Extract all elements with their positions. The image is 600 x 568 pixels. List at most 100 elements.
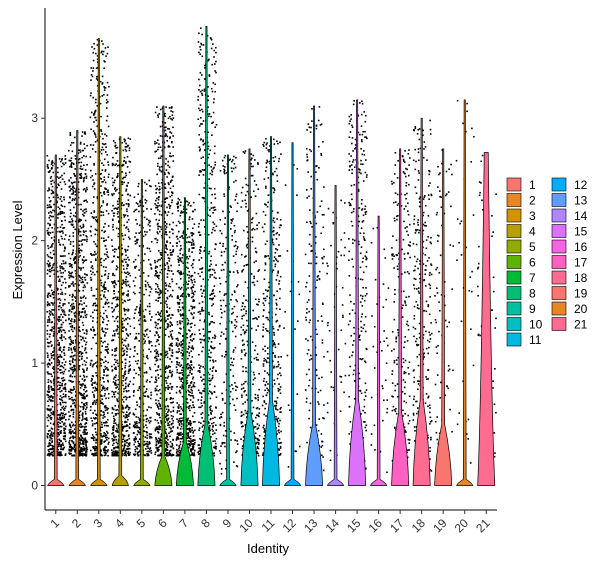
- data-point: [124, 339, 127, 342]
- data-point: [94, 101, 97, 104]
- data-point: [112, 334, 114, 337]
- data-point: [92, 311, 94, 314]
- data-point: [49, 444, 52, 447]
- data-point: [180, 343, 183, 346]
- data-point: [191, 453, 193, 456]
- data-point: [144, 202, 147, 204]
- data-point: [52, 397, 54, 399]
- data-point: [52, 302, 54, 304]
- data-point: [171, 453, 173, 456]
- data-point: [171, 278, 173, 280]
- data-point: [148, 310, 151, 313]
- data-point: [122, 301, 124, 304]
- data-point: [100, 211, 103, 213]
- data-point: [105, 420, 107, 423]
- data-point: [82, 225, 85, 227]
- data-point: [186, 274, 189, 276]
- data-point: [85, 199, 87, 202]
- data-point: [155, 441, 158, 443]
- data-point: [128, 285, 131, 288]
- data-point: [113, 308, 116, 311]
- data-point: [51, 257, 53, 259]
- data-point: [176, 270, 179, 273]
- data-point: [81, 303, 83, 306]
- data-point: [121, 449, 124, 452]
- data-point: [49, 363, 51, 366]
- data-point: [82, 286, 85, 289]
- data-point: [186, 428, 188, 430]
- data-point: [58, 388, 61, 390]
- data-point: [85, 395, 88, 397]
- data-point: [142, 205, 145, 207]
- data-point: [106, 251, 108, 253]
- data-point: [81, 135, 83, 137]
- data-point: [69, 165, 71, 168]
- data-point: [64, 219, 66, 222]
- data-point: [73, 206, 75, 209]
- data-point: [116, 188, 118, 191]
- data-point: [168, 257, 171, 260]
- data-point: [73, 388, 75, 390]
- data-point: [193, 244, 195, 246]
- data-point: [107, 272, 110, 275]
- data-point: [113, 447, 116, 450]
- data-point: [124, 420, 126, 423]
- data-point: [124, 362, 127, 365]
- data-point: [179, 259, 182, 261]
- data-point: [49, 232, 52, 234]
- data-point: [86, 431, 88, 434]
- data-point: [144, 319, 146, 321]
- data-point: [47, 433, 49, 435]
- data-point: [84, 364, 87, 366]
- data-point: [74, 436, 76, 438]
- data-point: [185, 200, 187, 202]
- data-point: [138, 210, 140, 213]
- data-point: [94, 251, 96, 253]
- data-point: [69, 285, 71, 287]
- data-point: [83, 238, 85, 241]
- data-point: [83, 188, 86, 190]
- data-point: [63, 413, 66, 416]
- data-point: [168, 231, 171, 233]
- data-point: [155, 411, 158, 414]
- data-point: [53, 368, 55, 370]
- data-point: [60, 453, 62, 455]
- data-point: [61, 414, 64, 417]
- data-point: [59, 425, 62, 428]
- data-point: [59, 269, 61, 272]
- data-point: [168, 453, 171, 456]
- data-point: [103, 288, 105, 290]
- data-point: [107, 437, 110, 440]
- data-point: [85, 259, 88, 261]
- data-point: [57, 428, 60, 431]
- data-point: [102, 414, 104, 417]
- data-point: [156, 404, 158, 406]
- data-point: [191, 446, 194, 448]
- data-point: [166, 442, 169, 444]
- data-point: [48, 204, 51, 206]
- data-point: [158, 441, 161, 443]
- data-point: [182, 313, 184, 315]
- data-point: [171, 442, 173, 445]
- data-point: [100, 454, 103, 456]
- data-point: [70, 322, 72, 325]
- data-point: [144, 285, 147, 288]
- data-point: [71, 299, 74, 301]
- data-point: [143, 315, 146, 317]
- data-point: [134, 408, 137, 411]
- data-point: [181, 294, 183, 296]
- data-point: [61, 255, 63, 258]
- data-point: [90, 315, 92, 318]
- data-point: [73, 366, 75, 368]
- data-point: [159, 292, 161, 295]
- data-point: [177, 438, 180, 440]
- data-point: [50, 237, 53, 239]
- data-point: [169, 131, 171, 133]
- data-point: [63, 427, 65, 430]
- data-point: [169, 152, 171, 155]
- data-point: [72, 442, 75, 445]
- data-point: [169, 325, 171, 327]
- data-point: [58, 347, 61, 350]
- data-point: [47, 166, 49, 169]
